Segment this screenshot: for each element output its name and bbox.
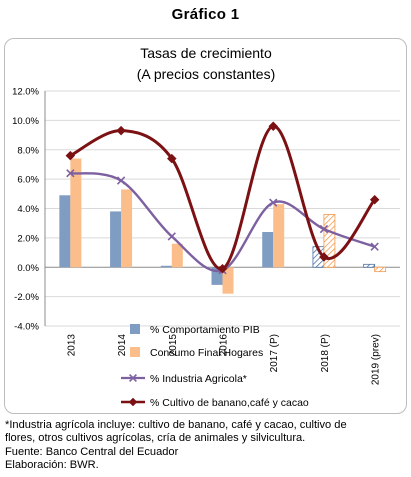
point-marker (319, 252, 329, 262)
bar (211, 267, 223, 285)
y-tick-label: 2.0% (17, 233, 39, 244)
series-line (65, 121, 380, 274)
point-marker (217, 263, 228, 274)
lines (65, 121, 380, 275)
legend-item: % Industria Agricola* (121, 373, 247, 385)
footnote-line: flores, otros cultivos agrícolas, cría d… (5, 432, 306, 445)
point-marker (319, 224, 329, 234)
point-marker (370, 242, 379, 251)
legend-swatch (130, 324, 140, 334)
bar (160, 265, 172, 268)
y-tick-label: 12.0% (12, 87, 39, 98)
point-marker (369, 194, 380, 205)
bar (262, 232, 274, 268)
bar (121, 189, 133, 268)
y-tick-label: -2.0% (14, 292, 39, 303)
point-marker (269, 198, 278, 207)
bar (374, 266, 387, 273)
point-marker (128, 397, 138, 407)
y-axis-ticks: -4.0% -2.0% 0.0% 2.0% 4.0% 6.0% 8.0% 10.0% 12.0% (12, 87, 39, 333)
y-tick-label: 4.0% (17, 204, 39, 215)
bar (59, 195, 71, 268)
bar (171, 243, 183, 268)
footnote-line: Fuente: Banco Central del Ecuador (5, 445, 179, 458)
legend-item: Consumo Final Hogares (130, 347, 263, 359)
bars (59, 158, 387, 294)
x-tick-label: 2018 (P) (320, 334, 331, 372)
x-tick-label: 2015 (168, 334, 179, 357)
figure-heading: Gráfico 1 (171, 6, 240, 23)
growth-chart: Tasas de crecimiento (A precios constant… (12, 45, 400, 409)
legend-item: % Comportamiento PIB (130, 324, 260, 336)
legend-item: % Cultivo de banano,café y cacao (121, 397, 309, 409)
footnotes: *Industria agrícola incluye: cultivo de … (5, 419, 409, 473)
point-marker (268, 121, 279, 132)
legend-label: % Industria Agricola* (150, 373, 247, 385)
footnote-line: *Industria agrícola incluye: cultivo de … (5, 419, 347, 431)
point-marker (116, 176, 126, 185)
bar (70, 158, 82, 268)
bar (273, 204, 285, 268)
x-tick-label: 2017 (P) (269, 334, 280, 372)
point-marker (167, 232, 176, 241)
chart-subtitle: (A precios constantes) (137, 66, 276, 82)
point-marker (129, 374, 137, 382)
y-tick-label: 8.0% (17, 145, 39, 156)
x-tick-label: 2019 (prev) (371, 334, 382, 385)
x-tick-label: 2016 (219, 334, 230, 357)
footnote-line: Elaboración: BWR. (5, 459, 99, 472)
legend-label: % Cultivo de banano,café y cacao (150, 397, 309, 409)
point-marker (116, 125, 126, 136)
point-marker (166, 153, 177, 164)
legend: % Comportamiento PIB Consumo Final Hogare… (121, 324, 309, 409)
point-marker (65, 150, 76, 161)
bar (110, 211, 122, 268)
y-tick-label: 6.0% (17, 175, 39, 186)
x-tick-label: 2013 (66, 334, 77, 357)
x-tick-label: 2014 (117, 334, 128, 357)
legend-label: Consumo Final Hogares (150, 347, 263, 359)
y-tick-label: 0.0% (17, 263, 39, 274)
bar (222, 267, 234, 294)
y-tick-label: -4.0% (14, 322, 39, 333)
legend-label: % Comportamiento PIB (150, 324, 260, 336)
legend-swatch (130, 347, 140, 357)
bar (323, 213, 336, 268)
y-tick-label: 10.0% (12, 116, 39, 127)
x-axis-ticks: 2013 2014 2015 2016 2017 (P) 2018 (P) 2019 (pr… (66, 334, 381, 386)
chart-title: Tasas de crecimiento (140, 45, 272, 61)
bar (363, 263, 376, 268)
point-marker (66, 169, 75, 178)
